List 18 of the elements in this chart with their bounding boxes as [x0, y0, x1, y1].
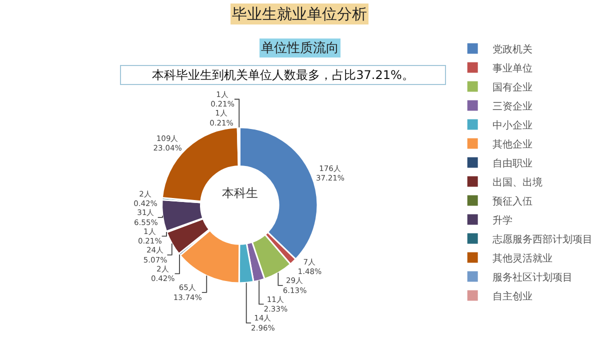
legend-label: 服务社区计划项目	[492, 271, 573, 284]
legend-label: 三资企业	[492, 100, 533, 112]
legend-label: 其他灵活就业	[492, 252, 553, 264]
legend-label: 自主创业	[492, 290, 533, 302]
legend-label: 预征入伍	[492, 195, 533, 208]
legend-label: 自由职业	[492, 157, 533, 170]
text: 本科生	[222, 186, 258, 200]
legend-label: 国有企业	[492, 81, 533, 94]
legend-label: 其他企业	[492, 138, 533, 150]
legend-label: 中小企业	[492, 119, 533, 132]
legend-label: 党政机关	[492, 43, 533, 56]
chart-title: 毕业生就业单位分析	[232, 5, 367, 23]
text: 本科毕业生到机关单位人数最多，占比37.21%。	[152, 68, 414, 82]
chart-subtitle: 单位性质流向	[261, 40, 339, 56]
legend-label: 升学	[492, 214, 513, 226]
legend-label: 出国、出境	[492, 176, 543, 188]
legend-label: 志愿服务西部计划项目	[492, 233, 593, 246]
legend-label: 事业单位	[492, 62, 533, 74]
